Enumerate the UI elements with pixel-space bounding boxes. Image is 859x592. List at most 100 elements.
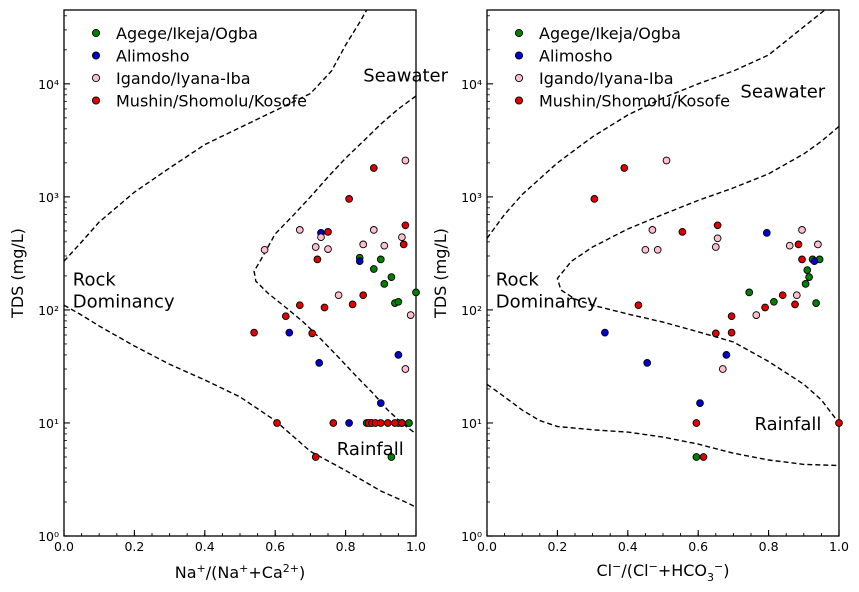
right-boundary-curve-0: [486, 9, 826, 239]
right-point-s2-8: [785, 241, 794, 250]
right-point-s2-2: [653, 245, 662, 254]
left-boundary-curve-0: [63, 9, 368, 262]
right-legend-label-0: Agege/Ikeja/Ogba: [539, 24, 681, 43]
left-legend-marker-2: [91, 73, 101, 83]
left-point-s3-6: [311, 453, 320, 461]
right-point-s3-10: [761, 303, 769, 312]
right-x-tick-label: 0.6: [688, 539, 708, 554]
right-annotation-seawater: Seawater: [740, 81, 825, 102]
right-legend-marker-2: [514, 73, 524, 83]
right-legend-label-2: Igando/Iyana-Iba: [539, 69, 674, 88]
right-point-s3-8: [727, 312, 736, 321]
right-y-tick-label: 10¹: [461, 416, 482, 431]
left-x-tick-label: 0.8: [336, 539, 356, 554]
right-point-s2-5: [713, 234, 722, 243]
left-axis-ticks: 0.0 0.2 0.4 0.6 0.8 1.0 10⁰ 10¹ 10² 10³ 10⁴: [38, 15, 426, 554]
right-x-axis-label: Cl−/(Cl−+HCO3−): [597, 560, 730, 584]
left-point-s2-8: [380, 241, 389, 250]
left-point-s3-15: [369, 164, 378, 172]
right-point-s3-11: [778, 291, 787, 300]
left-x-tick-label: 0.4: [195, 539, 215, 554]
right-point-s0-5: [805, 273, 813, 281]
left-point-s3-11: [348, 300, 357, 309]
right-point-s0-3: [801, 280, 810, 288]
left-point-s0-3: [380, 280, 389, 288]
left-y-tick-label: 10³: [38, 190, 59, 205]
right-point-s2-7: [752, 311, 761, 319]
left-legend-marker-1: [91, 51, 101, 60]
right-point-s3-3: [678, 228, 687, 236]
left-point-s3-10: [345, 195, 353, 203]
left-point-s1-6: [394, 351, 403, 359]
left-point-s2-2: [311, 243, 320, 251]
right-point-s2-10: [798, 226, 806, 234]
left-legend-label-2: Igando/Iyana-Iba: [116, 69, 251, 88]
right-boundary-curve-2: [556, 125, 840, 424]
right-x-tick-label: 0.0: [477, 539, 497, 554]
left-point-s2-0: [260, 245, 269, 254]
left-point-s3-19: [391, 419, 399, 427]
left-y-tick-label: 10¹: [38, 416, 59, 431]
right-point-s1-3: [722, 351, 731, 359]
left-point-s3-18: [383, 419, 392, 427]
right-point-s3-12: [791, 300, 799, 309]
right-axis-ticks: 0.0 0.2 0.4 0.6 0.8 1.0 10⁰ 10¹ 10² 10³ 10⁴: [461, 15, 849, 554]
left-boundary-curve-1: [63, 304, 417, 508]
right-point-s3-2: [634, 301, 643, 310]
left-legend-marker-3: [91, 96, 101, 105]
right-point-s0-7: [812, 299, 820, 307]
left-point-s3-9: [329, 419, 338, 427]
left-point-s2-11: [406, 311, 415, 319]
left-point-s0-2: [376, 255, 385, 264]
left-point-s0-12: [405, 419, 413, 427]
left-point-s0-4: [387, 273, 396, 281]
left-point-s3-4: [308, 329, 317, 338]
left-panel: 0.0 0.2 0.4 0.6 0.8 1.0 10⁰ 10¹ 10² 10³ 10⁴ Seawat…: [8, 9, 449, 582]
right-point-s0-2: [770, 297, 778, 306]
right-point-s2-3: [662, 156, 671, 165]
left-annotation-seawater: Seawater: [363, 65, 448, 86]
right-scatter-points: [590, 156, 843, 461]
left-point-s3-21: [401, 221, 410, 230]
left-legend-label-3: Mushin/Shomolu/Kosofe: [116, 92, 307, 111]
right-point-s2-0: [641, 245, 650, 254]
left-x-tick-label: 0.0: [54, 539, 74, 554]
right-legend-label-1: Alimosho: [539, 47, 612, 66]
right-x-tick-label: 0.8: [759, 539, 779, 554]
right-point-s1-2: [696, 399, 704, 407]
left-annotation-dominancy: Dominancy: [73, 292, 175, 313]
right-point-s2-6: [718, 365, 727, 373]
right-point-s3-9: [727, 328, 736, 337]
right-legend-label-3: Mushin/Shomolu/Kosofe: [539, 92, 730, 111]
left-y-tick-label: 10⁰: [38, 529, 59, 544]
left-point-s2-6: [359, 240, 368, 249]
right-point-s3-1: [620, 164, 629, 172]
right-point-s1-5: [810, 257, 819, 266]
left-point-s3-8: [324, 228, 332, 236]
right-point-s3-4: [692, 419, 701, 427]
left-point-s0-7: [412, 288, 420, 297]
right-annotation-rainfall: Rainfall: [755, 414, 822, 435]
left-boundary-curves: [63, 9, 417, 508]
right-annotation-rock: Rock: [496, 269, 540, 290]
right-y-axis-label: TDS (mg/L): [431, 228, 450, 319]
left-point-s2-4: [324, 245, 332, 253]
right-x-tick-label: 0.2: [547, 539, 567, 554]
right-point-s3-7: [713, 221, 722, 230]
left-x-tick-label: 0.6: [265, 539, 285, 554]
left-point-s3-1: [273, 419, 281, 427]
left-x-axis-label: Na+/(Na++Ca2+): [175, 562, 305, 582]
right-point-s2-1: [648, 226, 657, 234]
left-point-s3-0: [250, 328, 258, 337]
left-scatter-points: [250, 156, 420, 461]
right-point-s1-4: [762, 229, 771, 237]
right-point-s1-1: [643, 359, 652, 367]
left-annotation-rainfall: Rainfall: [337, 439, 404, 460]
right-boundary-curve-1: [486, 383, 840, 467]
left-point-s3-12: [359, 291, 368, 300]
right-legend-marker-0: [514, 28, 524, 38]
left-annotation-rock: Rock: [73, 269, 117, 290]
left-point-s2-9: [401, 156, 410, 165]
